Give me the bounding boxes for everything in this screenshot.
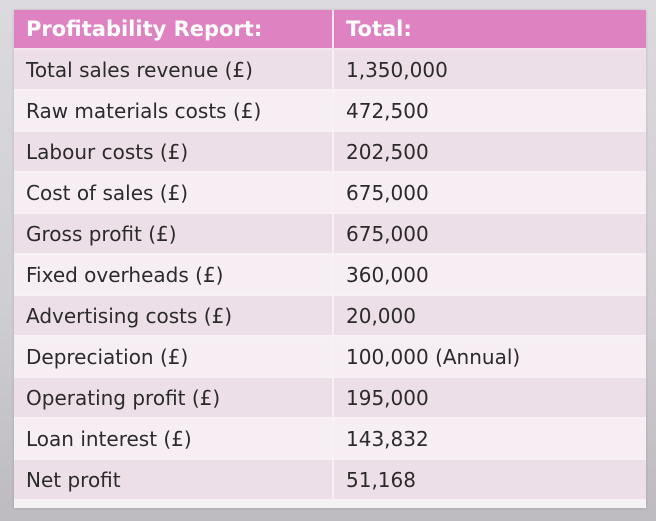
row-label: Total sales revenue (£) — [14, 50, 334, 91]
table-row: Loan interest (£) 143,832 — [14, 419, 646, 460]
row-label: Loan interest (£) — [14, 419, 334, 460]
table-row: Net profit 51,168 — [14, 460, 646, 501]
row-value: 51,168 — [334, 460, 646, 501]
table-row: Gross profit (£) 675,000 — [14, 214, 646, 255]
row-value: 472,500 — [334, 91, 646, 132]
row-label: Advertising costs (£) — [14, 296, 334, 337]
row-value: 675,000 — [334, 214, 646, 255]
table-row: Raw materials costs (£) 472,500 — [14, 91, 646, 132]
row-value: 100,000 (Annual) — [334, 337, 646, 378]
row-value: 1,350,000 — [334, 50, 646, 91]
row-label: Net profit — [14, 460, 334, 501]
table-row: Advertising costs (£) 20,000 — [14, 296, 646, 337]
profitability-report: Profitability Report: Total: Total sales… — [14, 10, 646, 508]
row-label: Labour costs (£) — [14, 132, 334, 173]
row-label: Operating profit (£) — [14, 378, 334, 419]
table-row: Fixed overheads (£) 360,000 — [14, 255, 646, 296]
row-value: 360,000 — [334, 255, 646, 296]
row-value: 143,832 — [334, 419, 646, 460]
header-total: Total: — [334, 10, 646, 50]
row-label: Raw materials costs (£) — [14, 91, 334, 132]
table-row: Total sales revenue (£) 1,350,000 — [14, 50, 646, 91]
row-label: Gross profit (£) — [14, 214, 334, 255]
row-value: 195,000 — [334, 378, 646, 419]
table-row: Operating profit (£) 195,000 — [14, 378, 646, 419]
row-value: 20,000 — [334, 296, 646, 337]
table-header-row: Profitability Report: Total: — [14, 10, 646, 50]
profitability-table: Profitability Report: Total: Total sales… — [14, 10, 646, 501]
header-report: Profitability Report: — [14, 10, 334, 50]
row-label: Cost of sales (£) — [14, 173, 334, 214]
table-row: Cost of sales (£) 675,000 — [14, 173, 646, 214]
row-value: 202,500 — [334, 132, 646, 173]
row-label: Depreciation (£) — [14, 337, 334, 378]
row-value: 675,000 — [334, 173, 646, 214]
row-label: Fixed overheads (£) — [14, 255, 334, 296]
table-row: Labour costs (£) 202,500 — [14, 132, 646, 173]
table-row: Depreciation (£) 100,000 (Annual) — [14, 337, 646, 378]
